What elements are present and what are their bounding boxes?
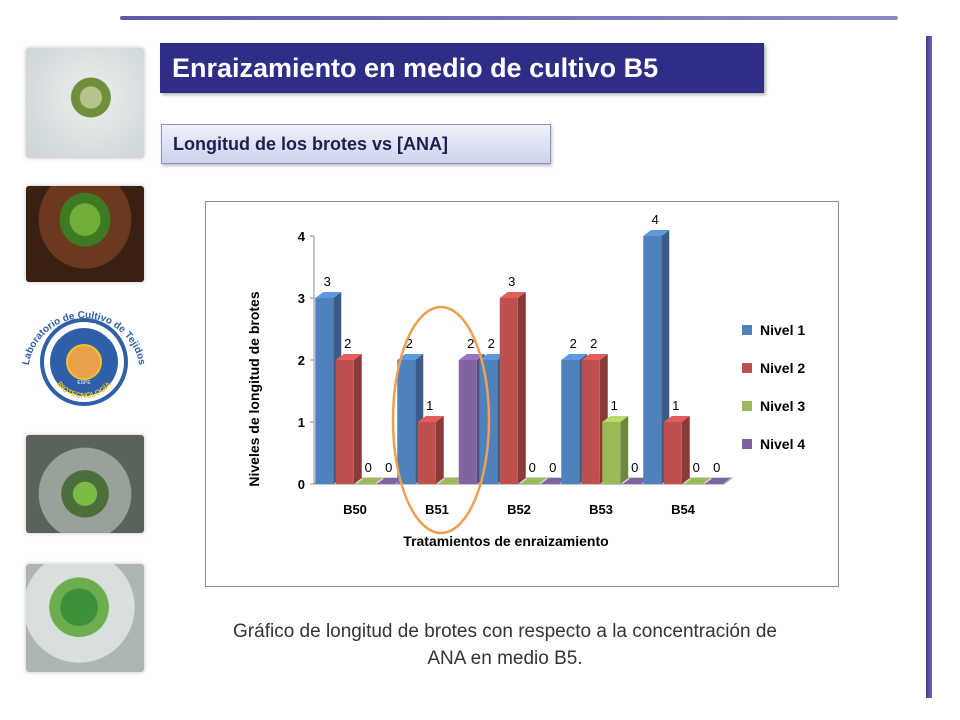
chart-caption: Gráfico de longitud de brotes con respec… — [233, 621, 777, 669]
data-label: 0 — [529, 460, 536, 475]
legend-swatch — [742, 363, 752, 373]
chart-frame: Niveles de longitud de brotes Tratamient… — [205, 201, 839, 587]
x-tick-label: B50 — [343, 502, 367, 517]
x-axis-label: Tratamientos de enraizamiento — [403, 533, 608, 549]
bar — [581, 360, 600, 484]
right-rule — [926, 36, 932, 698]
bar-top — [561, 354, 588, 360]
bar-side — [353, 354, 362, 484]
data-label: 0 — [365, 460, 372, 475]
slide-title: Enraizamiento en medio de cultivo B5 — [160, 43, 764, 93]
logo-small-text: ESPE — [77, 380, 91, 386]
leaf-plantlet-photo — [26, 564, 144, 672]
highlight-ellipse — [391, 305, 491, 535]
seedling-soil-photo — [26, 186, 144, 282]
legend-label: Nivel 1 — [760, 322, 805, 338]
legend-label: Nivel 3 — [760, 398, 805, 414]
bar — [684, 478, 711, 484]
y-tick-label: 1 — [298, 415, 305, 430]
top-rule — [120, 16, 898, 20]
bar — [561, 360, 580, 484]
bar-top — [335, 354, 362, 360]
bar — [356, 478, 383, 484]
legend-label: Nivel 2 — [760, 360, 805, 376]
slide-subtitle: Longitud de los brotes vs [ANA] — [161, 124, 551, 164]
y-tick-label: 3 — [298, 291, 305, 306]
bar-top — [602, 416, 629, 422]
legend-swatch — [742, 439, 752, 449]
data-label: 0 — [693, 460, 700, 475]
data-label: 2 — [467, 336, 474, 351]
bar-side — [620, 416, 629, 484]
bar-top — [458, 354, 485, 360]
data-label: 3 — [508, 274, 515, 289]
bar-top — [417, 416, 444, 422]
bar — [540, 478, 567, 484]
bar — [458, 360, 477, 484]
data-label: 2 — [344, 336, 351, 351]
bar — [499, 298, 518, 484]
data-label: 2 — [488, 336, 495, 351]
y-axis-label: Niveles de longitud de brotes — [246, 291, 262, 486]
data-label: 1 — [672, 398, 679, 413]
data-label: 3 — [324, 274, 331, 289]
legend-label: Nivel 4 — [760, 436, 805, 452]
data-label: 1 — [426, 398, 433, 413]
lab-logo: Laboratorio de Cultivo de Tejidos INGENI… — [21, 310, 147, 406]
data-label: 2 — [570, 336, 577, 351]
data-label: 0 — [385, 460, 392, 475]
bar-top — [315, 292, 342, 298]
data-label: 0 — [631, 460, 638, 475]
bar — [602, 422, 621, 484]
data-label: 2 — [406, 336, 413, 351]
bar — [663, 422, 682, 484]
bar-chart: Niveles de longitud de brotes Tratamient… — [246, 212, 805, 549]
y-tick-label: 2 — [298, 353, 305, 368]
bar — [704, 478, 731, 484]
bar-top — [397, 354, 424, 360]
y-tick-label: 4 — [298, 229, 306, 244]
bar — [376, 478, 403, 484]
x-tick-label: B53 — [589, 502, 613, 517]
data-label: 0 — [713, 460, 720, 475]
x-tick-label: B52 — [507, 502, 531, 517]
bar-top — [643, 230, 670, 236]
bar — [417, 422, 436, 484]
bar-side — [517, 292, 526, 484]
data-label: 1 — [611, 398, 618, 413]
y-tick-label: 0 — [298, 477, 305, 492]
bar — [438, 478, 465, 484]
bar — [335, 360, 354, 484]
data-label: 0 — [549, 460, 556, 475]
bar-top — [663, 416, 690, 422]
bar — [397, 360, 416, 484]
x-tick-label: B51 — [425, 502, 449, 517]
bar-top — [581, 354, 608, 360]
legend-swatch — [742, 401, 752, 411]
bar — [520, 478, 547, 484]
bar — [622, 478, 649, 484]
legend-swatch — [742, 325, 752, 335]
bar-side — [681, 416, 690, 484]
bar — [643, 236, 662, 484]
x-tick-label: B54 — [671, 502, 696, 517]
plantlet-photo — [26, 48, 144, 158]
bar-top — [499, 292, 526, 298]
bar — [315, 298, 334, 484]
bar-top — [479, 354, 506, 360]
bar-side — [435, 416, 444, 484]
data-label: 4 — [652, 212, 659, 227]
plantlet-jar-photo — [26, 435, 144, 533]
data-label: 2 — [590, 336, 597, 351]
